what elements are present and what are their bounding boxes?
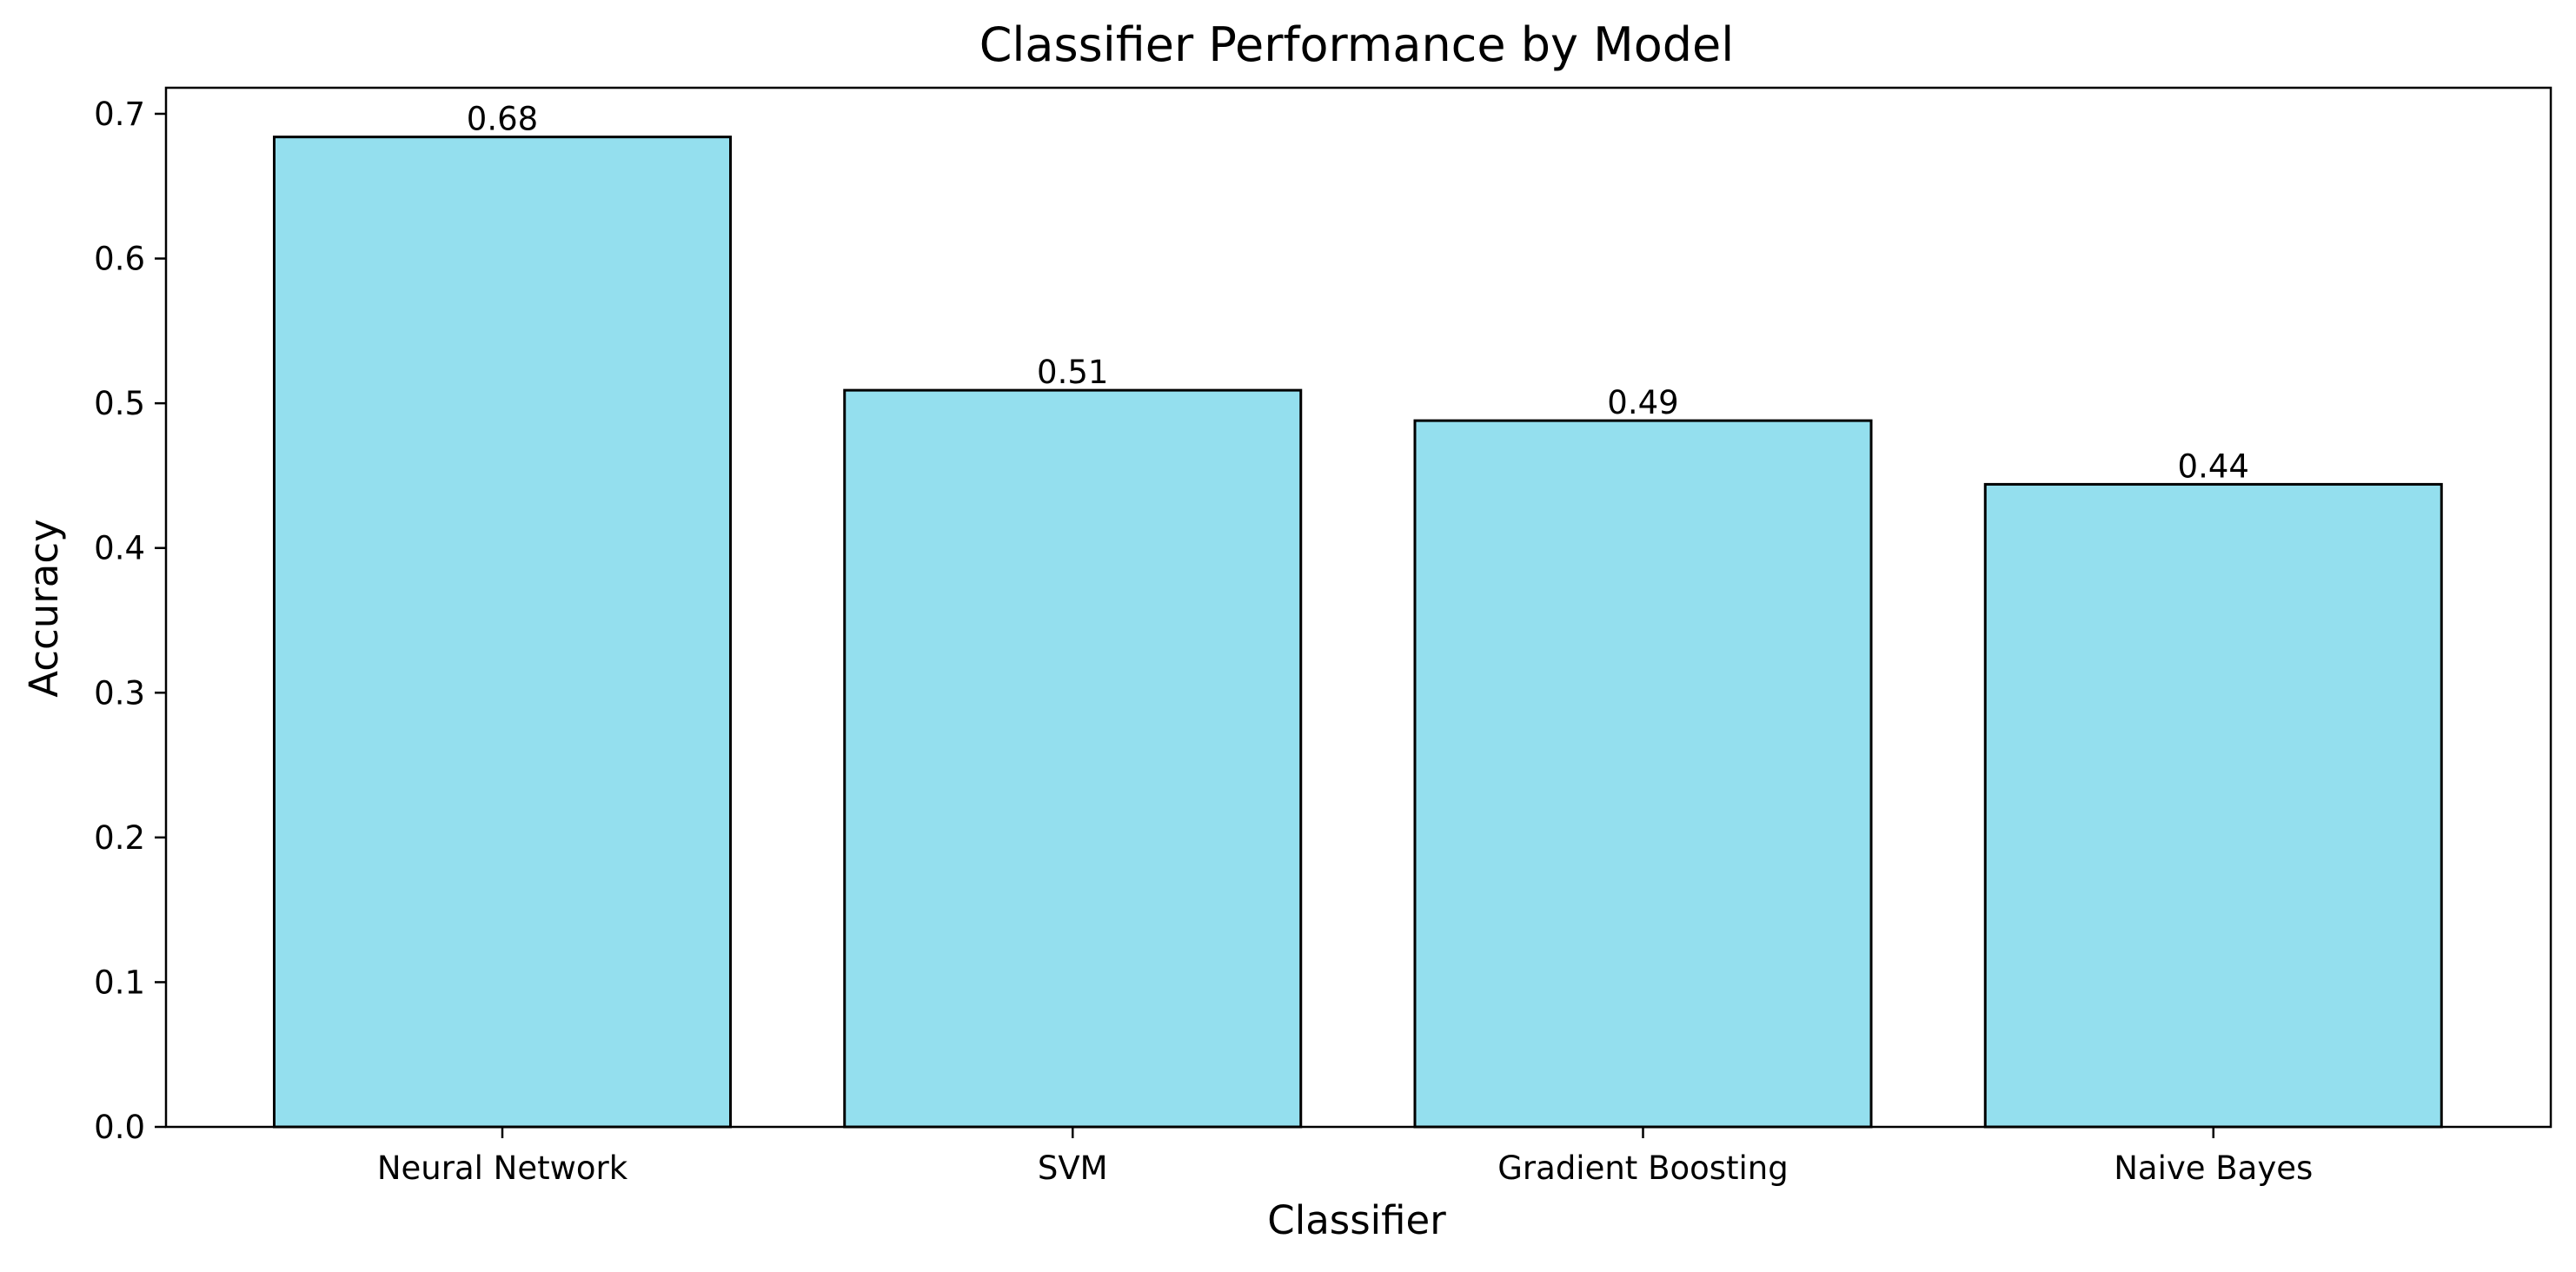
bar-value-label: 0.49	[1607, 384, 1678, 421]
x-tick-label: SVM	[1038, 1149, 1108, 1187]
x-tick-label: Gradient Boosting	[1497, 1149, 1788, 1187]
bar-value-label: 0.51	[1037, 354, 1108, 391]
y-tick-label: 0.5	[94, 385, 145, 422]
y-tick-label: 0.0	[94, 1109, 145, 1146]
y-tick-label: 0.1	[94, 964, 145, 1001]
chart-title: Classifier Performance by Model	[979, 17, 1735, 72]
bar-svm	[843, 388, 1303, 1129]
bar-naive-bayes	[1983, 482, 2443, 1129]
axes-frame	[164, 86, 2553, 1129]
y-tick-label: 0.7	[94, 96, 145, 133]
y-tick-label: 0.3	[94, 674, 145, 712]
x-tick-label: Naive Bayes	[2114, 1149, 2313, 1187]
bar-value-label: 0.68	[467, 101, 538, 138]
x-axis-title: Classifier	[1267, 1197, 1446, 1243]
bar-gradient-boosting	[1413, 419, 1873, 1129]
bar-value-label: 0.44	[2178, 447, 2249, 485]
plot-area: 0.68 0.51 0.49 0.44 0.0 0.1 0.2 0.3 0.4 0.5 0.6 0.7…	[94, 86, 2553, 1187]
x-tick-label: Neural Network	[377, 1149, 628, 1187]
y-axis-title: Accuracy	[21, 519, 67, 697]
y-tick-label: 0.2	[94, 819, 145, 857]
y-tick-label: 0.6	[94, 241, 145, 278]
y-tick-label: 0.4	[94, 530, 145, 567]
bar-neural-network	[273, 136, 732, 1129]
